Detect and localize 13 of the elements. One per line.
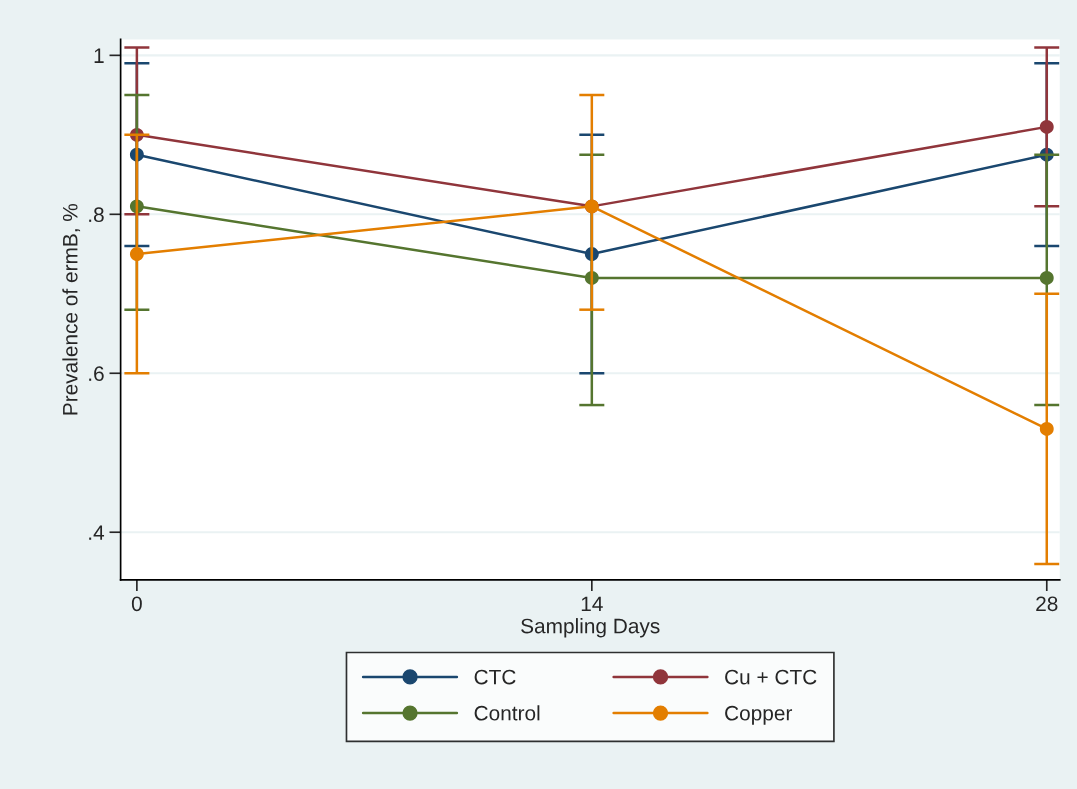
x-tick-label: 0 — [131, 596, 142, 612]
legend-label: CTC — [474, 669, 516, 685]
legend-label: Copper — [725, 705, 793, 725]
legend-label: Cu + CTC — [725, 669, 817, 685]
y-tick-label: .6 — [89, 366, 104, 382]
x-axis-title: Sampling Days — [521, 618, 660, 638]
legend-label: Control — [474, 705, 540, 721]
x-tick-label: 14 — [581, 596, 603, 611]
y-tick-label: .4 — [89, 525, 105, 540]
y-axis-title: Prevalence of ermB, % — [62, 203, 81, 415]
y-tick-label: .8 — [89, 207, 104, 223]
x-tick-label: 28 — [1036, 596, 1058, 612]
y-tick-label: 1 — [94, 48, 104, 63]
